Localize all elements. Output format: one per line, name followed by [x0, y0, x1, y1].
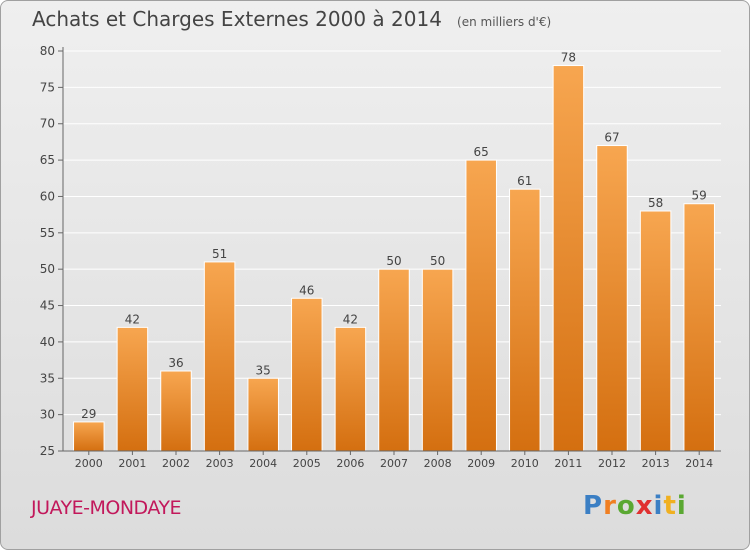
- data-label-2007: 50: [386, 254, 401, 268]
- x-tick-label: 2009: [467, 457, 495, 470]
- axes: 25 30 35 40 45 50 55 60 65 70 75 80 2000 2001 2002 2003…: [40, 44, 721, 470]
- x-tick-label: 2003: [206, 457, 234, 470]
- bar-2007: [378, 268, 410, 452]
- x-tick-label: 2004: [249, 457, 277, 470]
- data-label-2001: 42: [125, 312, 140, 326]
- place-label: JUAYE-MONDAYE: [31, 497, 182, 519]
- bar-2006: [334, 326, 367, 452]
- x-tick-label: 2001: [118, 457, 146, 470]
- x-tick-label: 2012: [598, 457, 626, 470]
- data-label-2010: 61: [517, 174, 532, 188]
- data-label-2009: 65: [474, 145, 489, 159]
- x-tick-label: 2007: [380, 457, 408, 470]
- chart-unit-label: (en milliers d'€): [457, 15, 552, 29]
- x-tick-label: 2011: [554, 457, 582, 470]
- x-tick-label: 2013: [642, 457, 670, 470]
- x-tick-label: 2008: [424, 457, 452, 470]
- data-label-2006: 42: [343, 312, 358, 326]
- y-tick-label: 40: [40, 335, 55, 349]
- y-tick-label: 30: [40, 408, 55, 422]
- data-label-2013: 58: [648, 196, 663, 210]
- bar-2004: [247, 377, 279, 452]
- data-label-2002: 36: [168, 356, 183, 370]
- data-label-2003: 51: [212, 247, 227, 261]
- y-tick-label: 60: [40, 189, 55, 203]
- data-label-2005: 46: [299, 283, 314, 297]
- proxiti-logo: Proxiti: [583, 491, 687, 521]
- x-tick-label: 2000: [75, 457, 103, 470]
- chart-title: Achats et Charges Externes 2000 à 2014: [32, 7, 442, 31]
- y-tick-label: 75: [40, 80, 55, 94]
- y-tick-label: 25: [40, 444, 55, 458]
- data-label-2012: 67: [604, 131, 619, 145]
- bar-2009: [465, 159, 497, 452]
- bar-2002: [160, 370, 192, 452]
- data-labels: 29 42 36 51 35 46 42 50 50 65 61 78 67 58 59: [81, 51, 707, 421]
- x-tick-label: 2014: [685, 457, 713, 470]
- data-label-2004: 35: [256, 363, 271, 377]
- data-label-2014: 59: [692, 189, 707, 203]
- x-tick-label: 2006: [336, 457, 364, 470]
- data-label-2000: 29: [81, 407, 96, 421]
- bars: [73, 65, 715, 452]
- bar-2003: [203, 261, 236, 452]
- data-label-2008: 50: [430, 254, 445, 268]
- y-tick-label: 70: [40, 117, 55, 131]
- bar-2014: [683, 203, 715, 452]
- y-tick-label: 35: [40, 371, 55, 385]
- bar-2001: [116, 326, 149, 452]
- bar-2005: [291, 297, 323, 452]
- bar-2008: [421, 268, 454, 452]
- y-tick-label: 80: [40, 44, 55, 58]
- bar-2010: [509, 188, 541, 452]
- bar-2011: [552, 65, 585, 452]
- y-tick-label: 55: [40, 226, 55, 240]
- x-tick-label: 2002: [162, 457, 190, 470]
- bar-2013: [639, 210, 672, 452]
- y-tick-label: 65: [40, 153, 55, 167]
- bar-2000: [73, 421, 105, 452]
- title-row: Achats et Charges Externes 2000 à 2014 (…: [32, 7, 551, 31]
- x-tick-label: 2005: [293, 457, 321, 470]
- x-tick-label: 2010: [511, 457, 539, 470]
- y-tick-label: 45: [40, 299, 55, 313]
- data-label-2011: 78: [561, 51, 576, 65]
- y-tick-label: 50: [40, 262, 55, 276]
- bar-2012: [596, 145, 628, 452]
